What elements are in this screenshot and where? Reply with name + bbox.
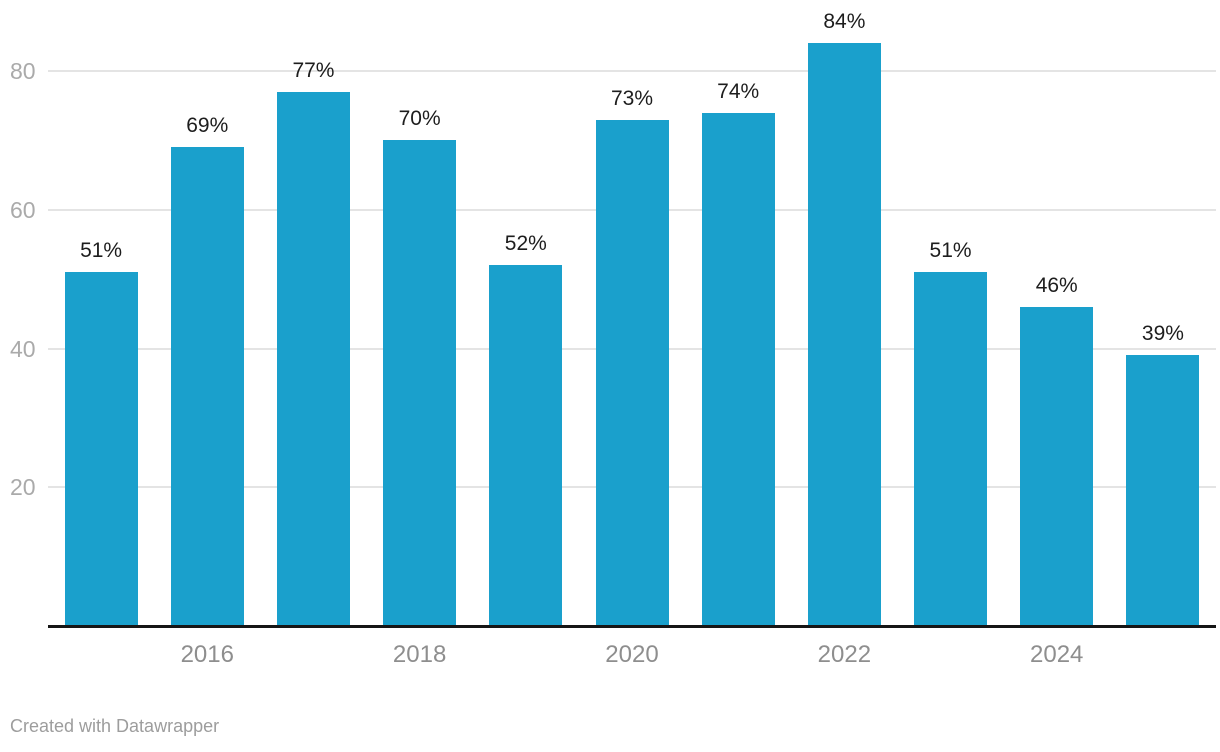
bar-value-label: 70% [398,107,441,131]
gridline-80 [48,70,1216,72]
y-tick-label: 60 [10,196,36,223]
bar-value-label: 52% [504,232,547,256]
bar-value-label: 84% [823,10,866,34]
x-tick-label-2020: 2020 [605,641,659,668]
x-tick-label-2018: 2018 [392,641,447,668]
bar-value-label: 51% [929,239,972,263]
bar-value-label: 69% [186,114,229,138]
bar-value-label: 51% [80,239,123,263]
bar-2020 [595,119,669,626]
x-tick-label-2022: 2022 [817,641,872,668]
bar-value-label: 74% [717,79,760,103]
x-tick-label-2016: 2016 [180,641,234,668]
bar-2016 [170,147,244,626]
bar-2015 [64,272,138,626]
bar-value-label: 46% [1035,273,1078,297]
bar-2017 [276,91,350,626]
bar-2024 [1020,306,1094,626]
bar-2025 [1126,355,1200,626]
bar-value-label: 39% [1141,322,1184,346]
bar-value-label: 77% [292,58,335,82]
bar-2021 [701,112,775,626]
x-tick-label-2024: 2024 [1030,641,1084,668]
y-tick-label: 40 [10,335,36,362]
y-tick-label: 20 [10,474,36,501]
bar-value-label: 73% [610,86,654,110]
bar-2019 [489,265,563,626]
datawrapper-credit: Created with Datawrapper [10,716,220,736]
bar-2022 [807,43,881,626]
x-axis-baseline [48,625,1216,628]
bar-2023 [914,272,988,626]
bar-2018 [383,140,457,626]
y-tick-label: 80 [10,58,36,84]
